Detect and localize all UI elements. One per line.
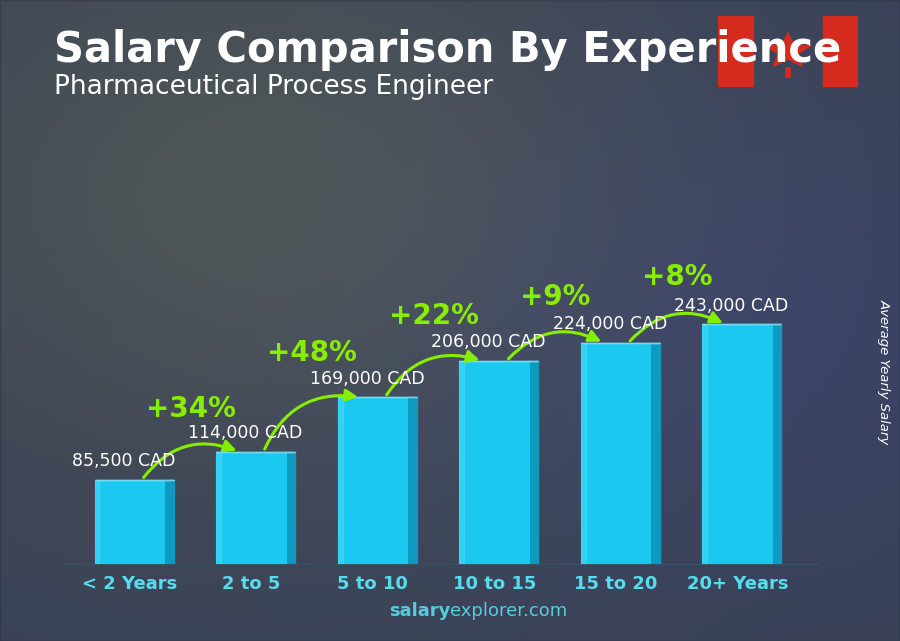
Text: 243,000 CAD: 243,000 CAD	[674, 297, 788, 315]
Text: +8%: +8%	[642, 263, 712, 290]
Polygon shape	[580, 343, 586, 564]
Bar	[718, 16, 753, 87]
Polygon shape	[409, 397, 417, 564]
Polygon shape	[773, 324, 781, 564]
Polygon shape	[652, 343, 660, 564]
Text: 169,000 CAD: 169,000 CAD	[310, 370, 424, 388]
Polygon shape	[338, 397, 343, 564]
Text: +34%: +34%	[146, 395, 236, 423]
Polygon shape	[216, 451, 221, 564]
Text: +22%: +22%	[389, 301, 479, 329]
Bar	[94, 479, 165, 564]
Polygon shape	[286, 451, 295, 564]
Text: +48%: +48%	[267, 339, 357, 367]
Text: 114,000 CAD: 114,000 CAD	[188, 424, 302, 442]
Polygon shape	[459, 361, 464, 564]
Text: 206,000 CAD: 206,000 CAD	[431, 333, 545, 351]
Text: +9%: +9%	[520, 283, 590, 311]
Text: 224,000 CAD: 224,000 CAD	[553, 315, 667, 333]
Bar	[216, 451, 286, 564]
Text: Pharmaceutical Process Engineer: Pharmaceutical Process Engineer	[54, 74, 493, 100]
Text: explorer.com: explorer.com	[450, 603, 567, 620]
Text: Salary Comparison By Experience: Salary Comparison By Experience	[54, 29, 842, 71]
Polygon shape	[94, 479, 100, 564]
Polygon shape	[165, 479, 174, 564]
Polygon shape	[530, 361, 538, 564]
Text: Average Yearly Salary: Average Yearly Salary	[878, 299, 890, 444]
Bar	[580, 343, 652, 564]
Bar	[459, 361, 530, 564]
Bar	[823, 16, 858, 87]
Polygon shape	[765, 33, 811, 66]
Text: salary: salary	[389, 603, 450, 620]
Bar	[702, 324, 773, 564]
Text: 85,500 CAD: 85,500 CAD	[72, 452, 176, 470]
Polygon shape	[702, 324, 707, 564]
Bar	[338, 397, 409, 564]
